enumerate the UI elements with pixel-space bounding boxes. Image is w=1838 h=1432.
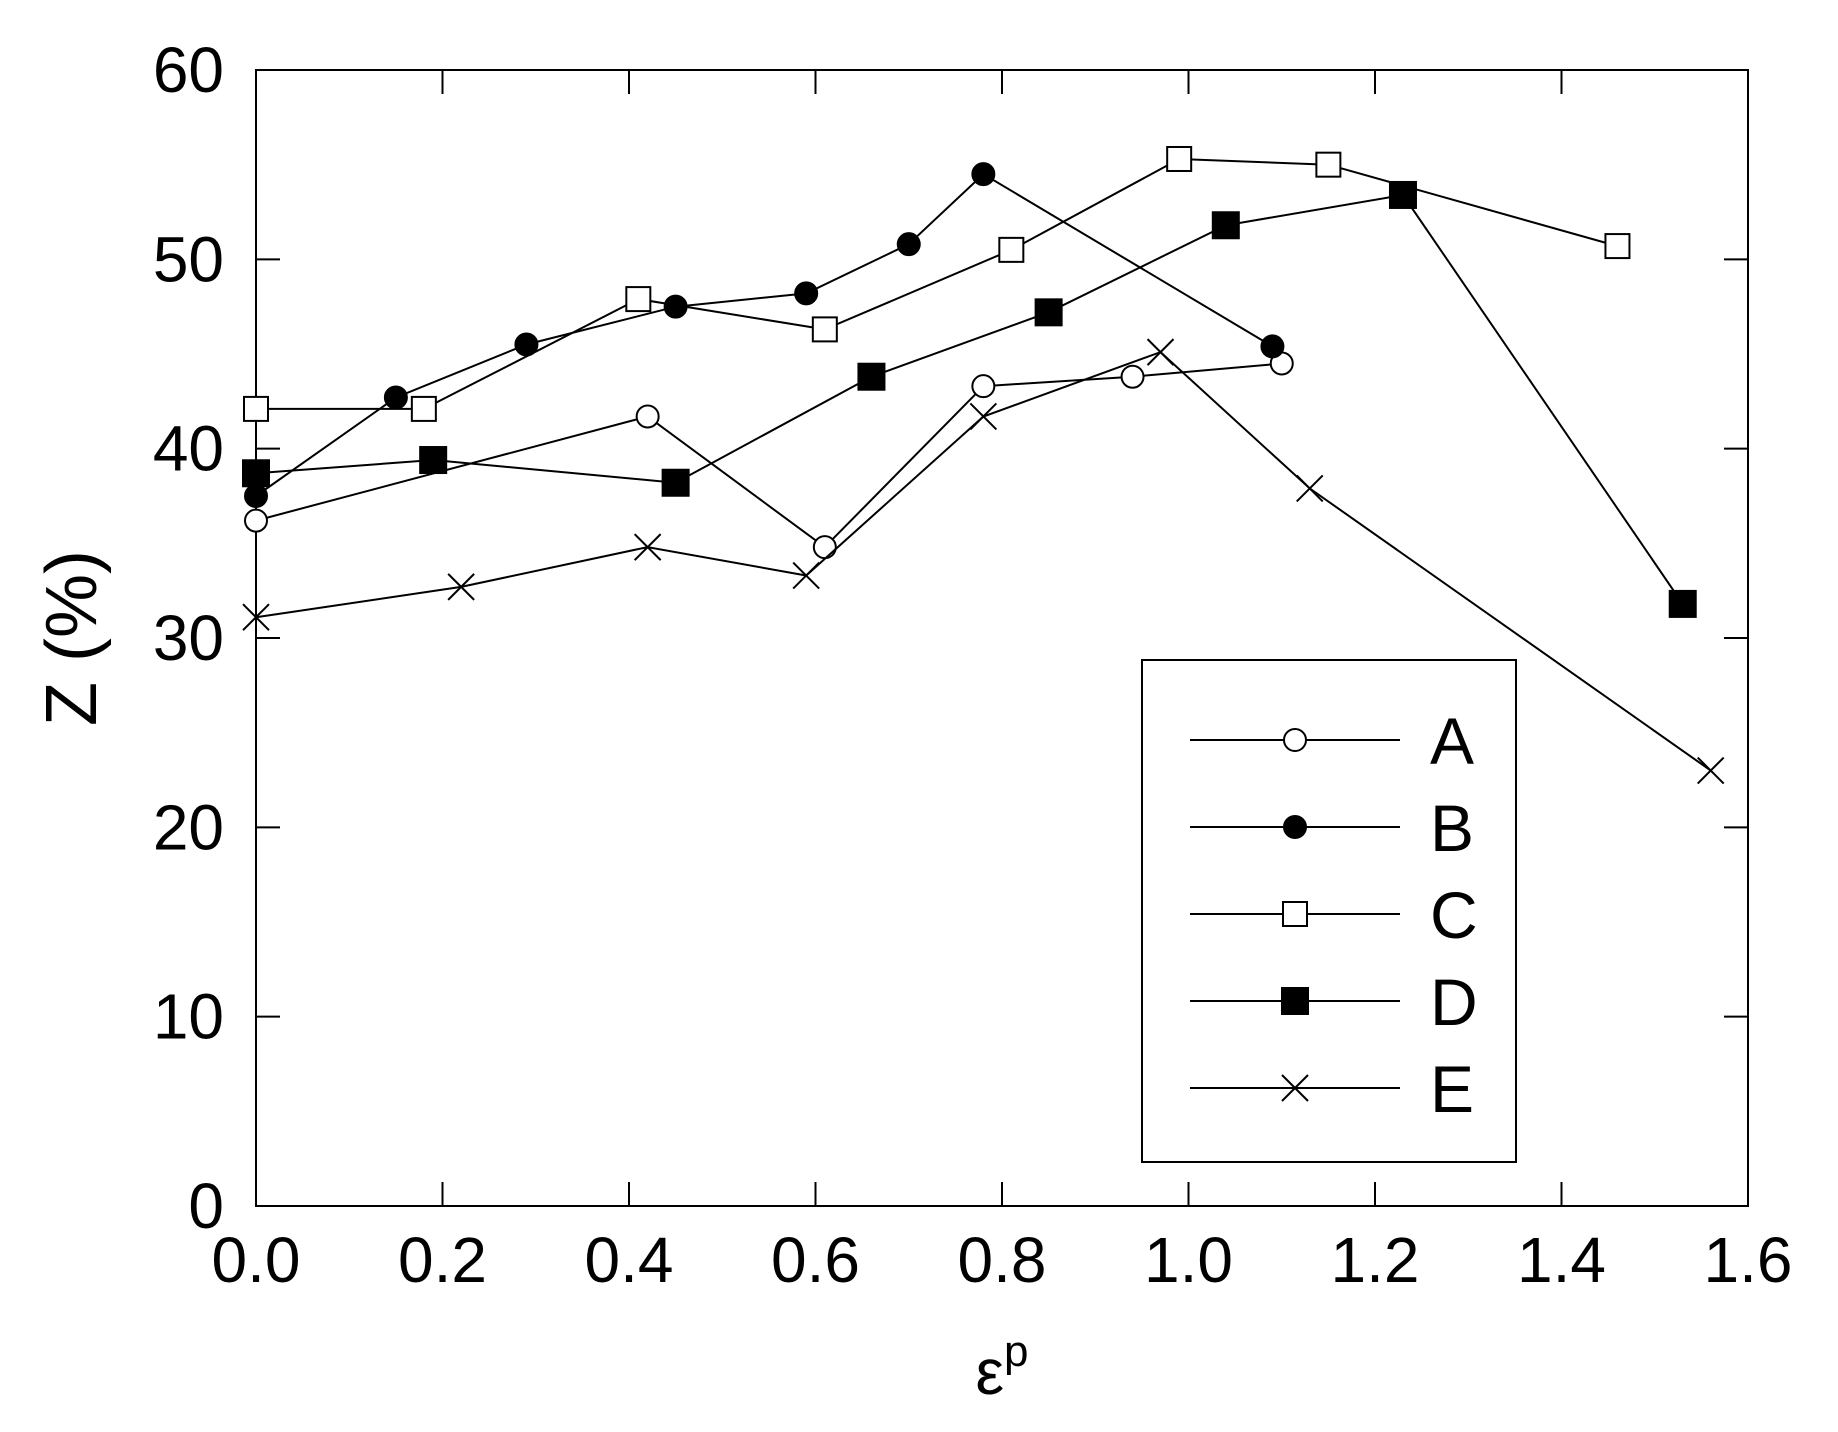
y-tick-label: 20 — [153, 791, 224, 863]
series-e-point — [792, 561, 820, 590]
series-e-point — [969, 402, 998, 431]
series-e-line — [255, 350, 1712, 772]
legend-item-a: A — [1190, 704, 1474, 778]
series-a-point — [244, 508, 268, 533]
x-tick-label: 1.6 — [1704, 1224, 1793, 1296]
legend-label: A — [1430, 704, 1474, 778]
series-d-point — [857, 362, 886, 391]
legend-label: D — [1430, 965, 1478, 1039]
series-b-point — [896, 232, 921, 257]
series-e-point — [1696, 756, 1725, 785]
series-a-point — [812, 535, 837, 560]
series-d — [242, 180, 1697, 618]
series-b-point — [383, 385, 408, 410]
legend-marker-e — [1281, 1074, 1309, 1102]
y-axis-label: Z (%) — [32, 550, 112, 726]
legend-marker-d — [1281, 987, 1309, 1015]
legend-item-c: C — [1190, 878, 1478, 952]
series-d-point — [1388, 180, 1417, 209]
series-c-line — [256, 157, 1618, 410]
x-tick-label: 1.4 — [1517, 1224, 1606, 1296]
series-d-point — [419, 446, 448, 475]
y-tick-label: 50 — [153, 223, 224, 295]
x-tick-label: 0.6 — [771, 1224, 860, 1296]
series-c-point — [1604, 233, 1631, 260]
series-a-point — [971, 374, 996, 399]
y-tick-label: 30 — [153, 602, 224, 674]
series-e-point — [1146, 338, 1175, 366]
y-tick-label: 0 — [188, 1170, 224, 1242]
y-tick-label: 10 — [153, 981, 224, 1053]
series-c-point — [410, 395, 437, 422]
series-b — [244, 162, 1285, 508]
legend-label: C — [1430, 878, 1478, 952]
legend-marker-a — [1283, 728, 1307, 752]
x-axis-label: εp — [975, 1327, 1028, 1408]
series-c-point — [243, 395, 269, 422]
legend-item-e: E — [1190, 1052, 1474, 1126]
series-d-point — [1668, 589, 1697, 618]
x-tick-label: 0.2 — [398, 1224, 487, 1296]
legend-box — [1141, 659, 1517, 1163]
series-b-point — [794, 281, 819, 306]
legend-label: B — [1430, 791, 1474, 865]
series-c-point — [811, 316, 838, 343]
legend-marker-b — [1283, 815, 1307, 839]
series-d-point — [1211, 211, 1240, 240]
series-e-point — [447, 573, 475, 601]
series-c-point — [1166, 145, 1193, 172]
series-e — [242, 338, 1725, 785]
x-tick-label: 1.0 — [1144, 1224, 1233, 1296]
x-axis: 0.0 0.2 0.4 0.6 0.8 1.0 1.2 1.4 1.6 — [212, 70, 1793, 1296]
series-b-line — [255, 172, 1273, 497]
series-c-point — [998, 236, 1025, 263]
series-c-point — [625, 286, 652, 313]
y-tick-label: 60 — [153, 34, 224, 106]
y-tick-label: 40 — [153, 413, 224, 485]
legend-item-b: B — [1190, 791, 1474, 865]
series-a-point — [1120, 364, 1145, 389]
legend-marker-c — [1282, 901, 1308, 927]
series-d-point — [661, 468, 690, 497]
series-layer — [242, 145, 1725, 785]
series-c-point — [1315, 151, 1342, 178]
series-b-point — [971, 162, 996, 187]
legend-item-d: D — [1190, 965, 1478, 1039]
series-a-line — [255, 362, 1282, 549]
y-axis: 0 10 20 30 40 50 60 — [153, 34, 1748, 1242]
series-a-point — [635, 404, 660, 429]
series-d-line — [255, 193, 1684, 605]
legend-label: E — [1430, 1052, 1474, 1126]
x-tick-label: 1.2 — [1331, 1224, 1420, 1296]
series-d-point — [1034, 298, 1063, 327]
series-b-point — [1260, 334, 1285, 359]
series-d-point — [242, 459, 270, 488]
x-tick-label: 0.4 — [585, 1224, 674, 1296]
x-axis-label-sup: p — [1004, 1327, 1028, 1376]
series-c — [243, 145, 1631, 422]
x-tick-label: 0.8 — [958, 1224, 1047, 1296]
series-e-point — [242, 603, 270, 631]
series-b-point — [244, 484, 268, 508]
x-tick-label: 0.0 — [212, 1224, 301, 1296]
x-axis-label-main: ε — [975, 1336, 1004, 1408]
series-e-point — [1296, 474, 1324, 503]
series-e-point — [633, 533, 662, 561]
series-a — [244, 351, 1294, 560]
